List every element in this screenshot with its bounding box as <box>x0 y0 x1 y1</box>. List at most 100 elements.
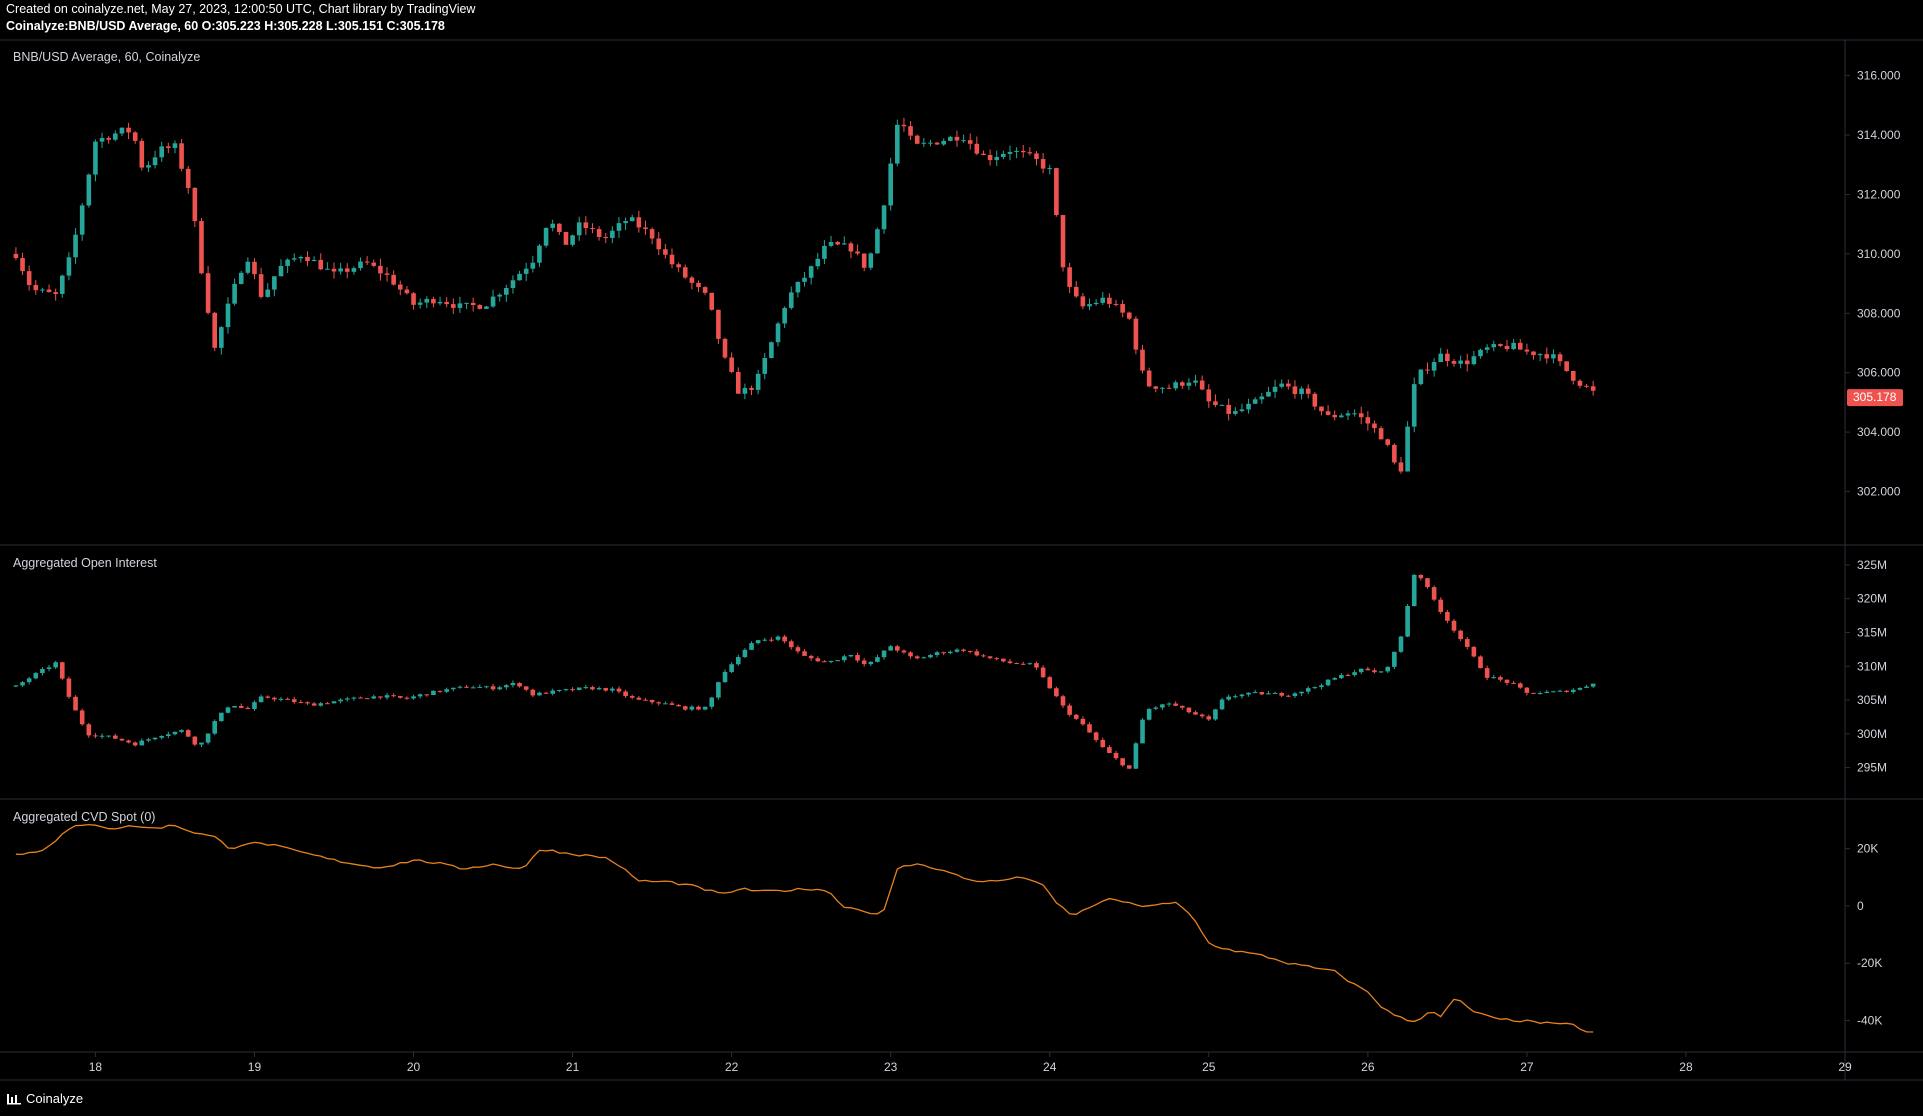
candle <box>583 687 589 689</box>
last-price-label: 305.178 <box>1853 390 1897 404</box>
candle <box>1286 383 1291 387</box>
candle <box>669 703 675 705</box>
candle <box>477 305 483 309</box>
candle <box>1233 696 1238 698</box>
candle <box>510 682 516 686</box>
candle <box>152 157 158 166</box>
candle <box>1464 360 1470 365</box>
candle <box>1279 383 1284 387</box>
candle <box>1365 417 1371 424</box>
candle <box>629 217 635 222</box>
y-tick-label: 310.000 <box>1857 247 1901 261</box>
candle <box>291 258 297 260</box>
candle <box>636 217 642 228</box>
candle <box>1378 671 1384 673</box>
y-tick-label: 306.000 <box>1857 366 1901 380</box>
candle <box>1471 356 1477 365</box>
candle <box>238 705 244 708</box>
candle <box>172 143 178 149</box>
candle <box>1060 696 1066 706</box>
candle <box>1173 703 1178 706</box>
candle <box>1213 709 1218 720</box>
candle <box>954 136 960 141</box>
y-tick-label: 295M <box>1857 761 1887 775</box>
candle <box>702 706 708 710</box>
candle <box>676 264 681 268</box>
candle <box>1312 393 1318 407</box>
candle <box>1425 369 1430 371</box>
candle <box>113 133 118 140</box>
candle <box>1272 386 1278 392</box>
cvd-line <box>15 823 1594 1033</box>
candle <box>537 245 542 263</box>
candle <box>1299 691 1304 694</box>
candle <box>1120 758 1125 766</box>
candle <box>1332 678 1338 680</box>
candle <box>755 640 761 644</box>
candle <box>822 245 827 259</box>
candle <box>610 688 615 691</box>
candle <box>1445 353 1450 362</box>
candle <box>921 657 927 659</box>
candle <box>974 651 980 656</box>
candle <box>79 205 85 235</box>
candle <box>490 686 496 690</box>
candle <box>1418 574 1424 579</box>
candle <box>663 703 668 705</box>
candle <box>596 688 602 690</box>
candle <box>1464 639 1470 647</box>
candle <box>1372 670 1377 673</box>
candle <box>775 636 781 640</box>
candle <box>13 685 19 687</box>
candle <box>46 667 52 669</box>
footer-brand[interactable]: Coinalyze <box>6 1091 83 1106</box>
candle <box>457 303 463 308</box>
candle <box>86 724 92 736</box>
candle <box>967 140 973 144</box>
x-tick-label: 28 <box>1679 1060 1693 1074</box>
candle <box>490 296 496 307</box>
candle <box>1060 215 1066 268</box>
candle <box>1451 361 1457 364</box>
candle <box>1246 692 1251 695</box>
candle <box>1339 415 1344 418</box>
candle <box>1020 663 1026 665</box>
candle <box>477 686 483 688</box>
candle <box>1352 672 1357 676</box>
candle <box>344 268 350 272</box>
candle <box>159 146 165 158</box>
candle <box>1557 354 1563 362</box>
candle <box>1286 695 1291 697</box>
candle <box>888 163 893 206</box>
candle <box>1219 699 1225 710</box>
candle <box>272 697 277 700</box>
candle <box>1405 426 1410 472</box>
candle <box>1073 714 1079 719</box>
candle <box>1299 388 1304 395</box>
candle <box>1107 297 1112 304</box>
candle <box>749 387 754 390</box>
candle <box>1511 682 1516 684</box>
candle <box>139 140 145 168</box>
y-tick-label: 305M <box>1857 693 1887 707</box>
candle <box>192 187 198 222</box>
candle <box>901 124 907 127</box>
y-tick-label: 316.000 <box>1857 69 1901 83</box>
candle <box>1087 304 1092 307</box>
candle <box>1027 663 1033 665</box>
candle <box>623 691 628 697</box>
candle <box>166 734 171 736</box>
candle <box>610 230 615 238</box>
y-tick-label: 314.000 <box>1857 128 1901 142</box>
candle <box>344 698 350 700</box>
candle <box>1007 151 1013 154</box>
y-tick-label: 304.000 <box>1857 425 1901 439</box>
candle <box>1239 694 1245 697</box>
candle <box>961 140 966 142</box>
candle <box>1491 677 1497 679</box>
candle <box>636 697 642 700</box>
chart-header-line2: Coinalyze:BNB/USD Average, 60 O:305.223 … <box>6 19 445 33</box>
candle <box>504 685 509 688</box>
candle <box>643 227 648 230</box>
